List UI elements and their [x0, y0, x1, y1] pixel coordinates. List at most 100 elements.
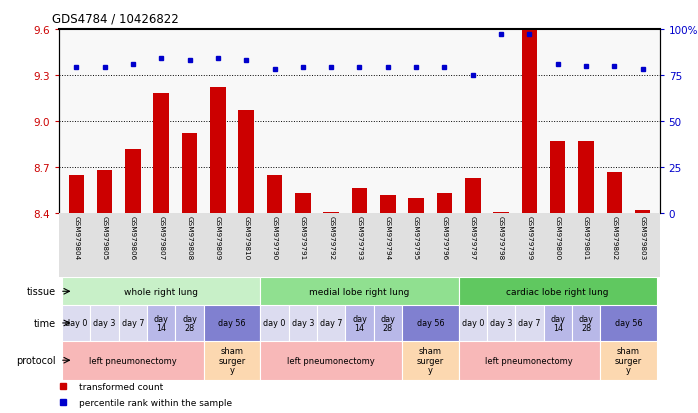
Bar	[181, 134, 198, 214]
Bar	[289, 306, 317, 341]
Text: day
14: day 14	[352, 314, 367, 332]
Bar	[97, 171, 112, 214]
Bar	[380, 195, 396, 214]
Bar	[260, 306, 289, 341]
Bar	[147, 306, 175, 341]
Bar	[437, 194, 452, 214]
Text: day
14: day 14	[550, 314, 565, 332]
Bar	[408, 198, 424, 214]
Text: day 0: day 0	[65, 319, 87, 328]
Bar	[487, 306, 515, 341]
Text: GSM979804: GSM979804	[73, 216, 80, 260]
Text: cardiac lobe right lung: cardiac lobe right lung	[507, 287, 609, 296]
Text: GSM979797: GSM979797	[470, 216, 476, 260]
Text: time: time	[34, 318, 56, 328]
Text: day 7: day 7	[518, 319, 541, 328]
Text: GSM979807: GSM979807	[158, 216, 164, 260]
Bar	[154, 94, 169, 214]
Bar	[260, 341, 402, 380]
Text: left pneumonectomy: left pneumonectomy	[89, 356, 177, 365]
Bar	[635, 211, 651, 214]
Bar	[323, 212, 339, 214]
Text: day 3: day 3	[292, 319, 314, 328]
Text: day 3: day 3	[490, 319, 512, 328]
Text: GSM979803: GSM979803	[639, 216, 646, 260]
Bar	[600, 341, 657, 380]
Bar	[373, 306, 402, 341]
Text: transformed count: transformed count	[80, 382, 163, 391]
Text: day 56: day 56	[417, 319, 444, 328]
Text: GSM979810: GSM979810	[243, 216, 249, 260]
Text: GSM979792: GSM979792	[328, 216, 334, 260]
Text: left pneumonectomy: left pneumonectomy	[288, 356, 375, 365]
Text: GSM979806: GSM979806	[130, 216, 136, 260]
Text: percentile rank within the sample: percentile rank within the sample	[80, 398, 232, 407]
Text: day 0: day 0	[461, 319, 484, 328]
Text: GSM979799: GSM979799	[526, 216, 533, 260]
Text: GSM979793: GSM979793	[357, 216, 362, 260]
Bar	[267, 175, 282, 214]
Text: sham
surger
y: sham surger y	[417, 346, 444, 375]
Bar	[62, 278, 260, 306]
Text: sham
surger
y: sham surger y	[615, 346, 642, 375]
Bar	[465, 178, 480, 214]
Text: day 56: day 56	[218, 319, 246, 328]
Bar	[346, 306, 373, 341]
Bar	[239, 111, 254, 214]
Bar	[62, 341, 204, 380]
Bar	[62, 306, 91, 341]
Text: day
28: day 28	[182, 314, 197, 332]
Bar	[402, 306, 459, 341]
Bar	[544, 306, 572, 341]
Text: sham
surger
y: sham surger y	[218, 346, 246, 375]
Bar	[317, 306, 346, 341]
Text: GSM979800: GSM979800	[555, 216, 560, 260]
Text: protocol: protocol	[16, 355, 56, 366]
Text: day
28: day 28	[579, 314, 593, 332]
Bar	[600, 306, 657, 341]
Bar	[493, 212, 509, 214]
Text: GSM979809: GSM979809	[215, 216, 221, 260]
Bar	[204, 341, 260, 380]
Bar	[204, 306, 260, 341]
Text: GSM979794: GSM979794	[385, 216, 391, 260]
Text: day 7: day 7	[320, 319, 343, 328]
Bar	[515, 306, 544, 341]
Bar	[295, 194, 311, 214]
Bar	[607, 172, 622, 214]
Text: GSM979805: GSM979805	[102, 216, 107, 260]
Bar	[260, 278, 459, 306]
Text: GDS4784 / 10426822: GDS4784 / 10426822	[52, 13, 179, 26]
Text: GSM979796: GSM979796	[441, 216, 447, 260]
Text: GSM979795: GSM979795	[413, 216, 419, 260]
Bar	[459, 306, 487, 341]
Text: day
14: day 14	[154, 314, 169, 332]
Bar	[210, 88, 225, 214]
Text: GSM979791: GSM979791	[300, 216, 306, 260]
Bar	[550, 142, 565, 214]
Bar	[578, 142, 594, 214]
Text: GSM979790: GSM979790	[272, 216, 278, 260]
Text: GSM979808: GSM979808	[186, 216, 193, 260]
Text: day 7: day 7	[121, 319, 144, 328]
Bar	[125, 149, 141, 214]
Text: GSM979798: GSM979798	[498, 216, 504, 260]
Text: day
28: day 28	[380, 314, 395, 332]
Bar	[119, 306, 147, 341]
Bar	[175, 306, 204, 341]
Text: whole right lung: whole right lung	[124, 287, 198, 296]
Text: day 3: day 3	[94, 319, 116, 328]
Text: left pneumonectomy: left pneumonectomy	[486, 356, 573, 365]
Bar	[352, 189, 367, 214]
Text: medial lobe right lung: medial lobe right lung	[309, 287, 410, 296]
Bar	[521, 31, 537, 214]
Bar	[459, 341, 600, 380]
Text: GSM979801: GSM979801	[583, 216, 589, 260]
Bar	[91, 306, 119, 341]
Bar	[459, 278, 657, 306]
Text: tissue: tissue	[27, 287, 56, 297]
Text: day 0: day 0	[263, 319, 285, 328]
Bar	[68, 175, 84, 214]
Text: GSM979802: GSM979802	[611, 216, 617, 260]
Text: day 56: day 56	[615, 319, 642, 328]
